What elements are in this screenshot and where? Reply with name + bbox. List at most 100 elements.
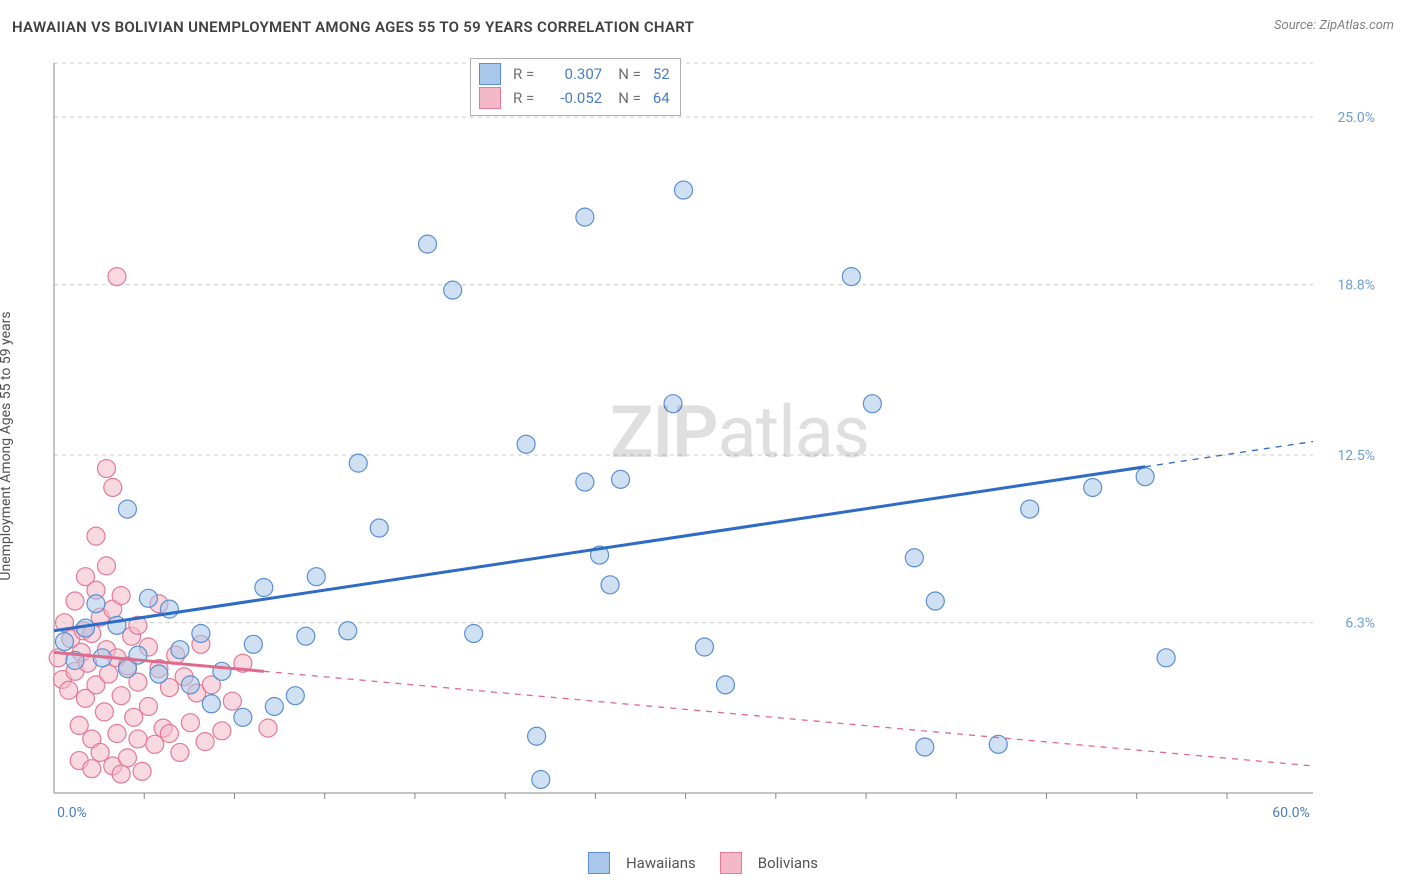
data-point: [842, 268, 860, 286]
stat-value-n: 52: [653, 65, 670, 83]
legend-swatch: [720, 852, 742, 874]
data-point: [863, 395, 881, 413]
chart-area: 6.3% 12.5% 18.8% 25.0% 0.0% 60.0%: [46, 55, 1381, 825]
data-point: [202, 695, 220, 713]
data-point: [108, 725, 126, 743]
data-point: [286, 687, 304, 705]
data-point: [213, 722, 231, 740]
legend-swatch: [479, 87, 501, 109]
data-point: [160, 725, 178, 743]
stat-value-n: 64: [653, 89, 670, 107]
data-point: [133, 762, 151, 780]
legend-swatch: [479, 63, 501, 85]
legend-stats-row: R = -0.052 N = 64: [471, 87, 680, 115]
data-point: [259, 719, 277, 737]
data-point: [213, 662, 231, 680]
data-point: [664, 395, 682, 413]
data-point: [95, 703, 113, 721]
data-point: [265, 697, 283, 715]
data-point: [118, 749, 136, 767]
svg-text:12.5%: 12.5%: [1337, 448, 1375, 464]
data-point: [297, 627, 315, 645]
data-point: [716, 676, 734, 694]
svg-text:18.8%: 18.8%: [1337, 278, 1375, 294]
data-point: [87, 527, 105, 545]
data-point: [905, 549, 923, 567]
svg-text:6.3%: 6.3%: [1345, 616, 1375, 632]
data-point: [675, 181, 693, 199]
trend-line-extrapolated: [264, 671, 1313, 766]
data-point: [255, 579, 273, 597]
data-point: [192, 624, 210, 642]
stat-label-n: N =: [618, 65, 641, 83]
data-point: [150, 665, 168, 683]
trend-line-extrapolated: [1145, 442, 1313, 467]
data-point: [60, 681, 78, 699]
data-point: [1136, 468, 1154, 486]
scatter-plot-svg: 6.3% 12.5% 18.8% 25.0% 0.0% 60.0%: [46, 55, 1381, 825]
data-point: [139, 697, 157, 715]
stat-value-r: 0.307: [542, 65, 602, 83]
data-point: [517, 435, 535, 453]
data-point: [139, 589, 157, 607]
data-point: [87, 595, 105, 613]
data-point: [234, 708, 252, 726]
trend-line: [54, 467, 1145, 631]
data-point: [112, 765, 130, 783]
data-point: [601, 576, 619, 594]
svg-text:0.0%: 0.0%: [57, 805, 87, 821]
data-point: [1157, 649, 1175, 667]
data-point: [97, 557, 115, 575]
data-point: [916, 738, 934, 756]
data-point: [97, 460, 115, 478]
data-point: [1084, 478, 1102, 496]
legend-series-label: Hawaiians: [626, 854, 696, 872]
legend-stats-row: R = 0.307 N = 52: [471, 59, 680, 87]
chart-source: Source: ZipAtlas.com: [1274, 18, 1394, 33]
data-point: [104, 478, 122, 496]
stat-label-n: N =: [618, 89, 641, 107]
data-point: [307, 568, 325, 586]
data-point: [196, 733, 214, 751]
data-point: [465, 624, 483, 642]
data-point: [100, 665, 118, 683]
data-point: [926, 592, 944, 610]
legend-stats-box: R = 0.307 N = 52 R = -0.052 N = 64: [470, 58, 681, 116]
data-point: [339, 622, 357, 640]
legend-swatch: [588, 852, 610, 874]
data-point: [112, 687, 130, 705]
data-point: [1021, 500, 1039, 518]
legend-series-item: Bolivians: [720, 852, 818, 874]
data-point: [66, 592, 84, 610]
chart-title: HAWAIIAN VS BOLIVIAN UNEMPLOYMENT AMONG …: [12, 18, 694, 36]
data-point: [223, 692, 241, 710]
data-point: [349, 454, 367, 472]
data-point: [171, 641, 189, 659]
data-point: [181, 714, 199, 732]
data-point: [576, 208, 594, 226]
svg-text:25.0%: 25.0%: [1337, 110, 1375, 126]
y-axis-label: Unemployment Among Ages 55 to 59 years: [0, 311, 14, 580]
data-point: [181, 676, 199, 694]
stat-value-r: -0.052: [542, 89, 602, 107]
data-point: [171, 743, 189, 761]
data-point: [695, 638, 713, 656]
data-point: [129, 730, 147, 748]
data-point: [370, 519, 388, 537]
data-point: [83, 760, 101, 778]
data-point: [532, 770, 550, 788]
data-point: [108, 268, 126, 286]
data-point: [419, 235, 437, 253]
legend-series-item: Hawaiians: [588, 852, 696, 874]
legend-series: Hawaiians Bolivians: [588, 852, 818, 874]
data-point: [528, 727, 546, 745]
data-point: [112, 587, 130, 605]
data-point: [244, 635, 262, 653]
data-point: [55, 633, 73, 651]
data-point: [118, 500, 136, 518]
svg-text:60.0%: 60.0%: [1272, 805, 1310, 821]
chart-header: HAWAIIAN VS BOLIVIAN UNEMPLOYMENT AMONG …: [12, 18, 1394, 36]
stat-label-r: R =: [513, 65, 534, 83]
data-point: [576, 473, 594, 491]
stat-label-r: R =: [513, 89, 534, 107]
